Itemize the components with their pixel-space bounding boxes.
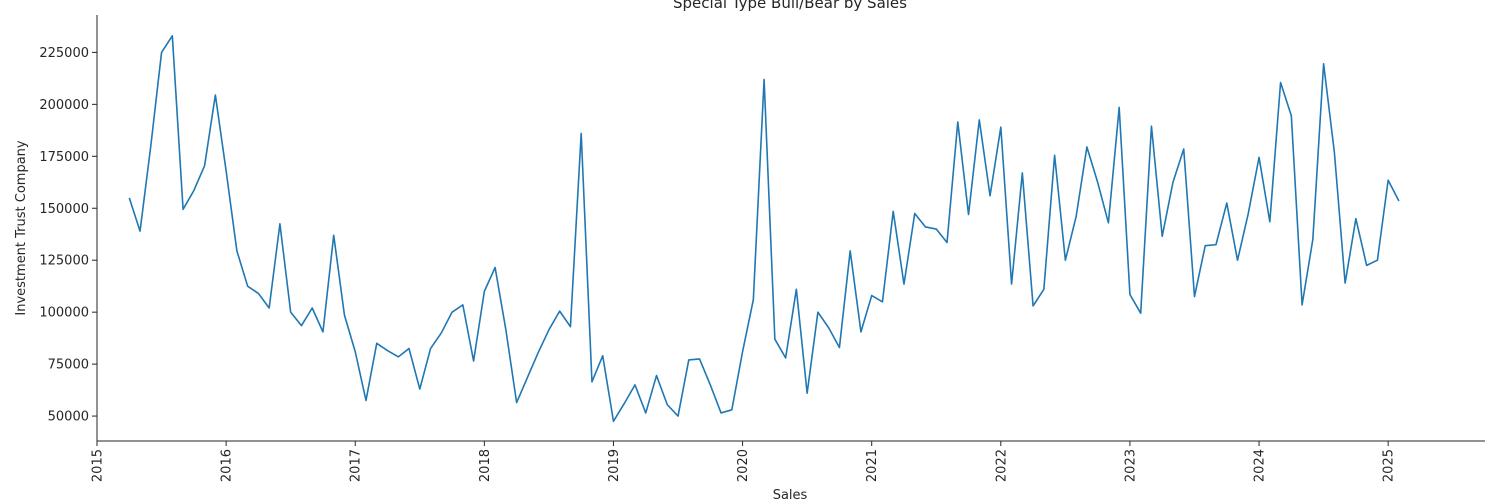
series-layer [128,34,1400,423]
x-tick-label: 2015 [91,449,106,482]
x-tick-label: 2021 [865,449,880,482]
y-tick-label: 100000 [39,306,89,321]
series-line [128,34,1400,423]
y-tick-label: 150000 [39,202,89,217]
x-tick-label: 2022 [994,449,1009,482]
x-axis-title: Sales [773,488,808,500]
y-tick-label: 50000 [48,410,89,425]
y-axis-title: Investment Trust Company [14,140,29,316]
x-tick-label: 2025 [1382,449,1397,482]
chart-title: Special Type Bull/Bear by Sales [673,0,907,12]
axes: 50000 75000 100000 125000 150000 175000 200000… [39,15,1485,482]
x-tick-label: 2020 [736,449,751,482]
y-tick-label: 125000 [39,254,89,269]
y-tick-label: 200000 [39,98,89,113]
x-tick-label: 2016 [220,449,235,482]
y-tick-label: 75000 [48,358,89,373]
x-tick-label: 2023 [1123,449,1138,482]
x-tick-label: 2018 [478,449,493,482]
x-tick-label: 2019 [607,449,622,482]
x-tick-label: 2017 [349,449,364,482]
y-tick-label: 225000 [39,46,89,61]
y-tick-label: 175000 [39,150,89,165]
x-tick-label: 2024 [1253,449,1268,482]
